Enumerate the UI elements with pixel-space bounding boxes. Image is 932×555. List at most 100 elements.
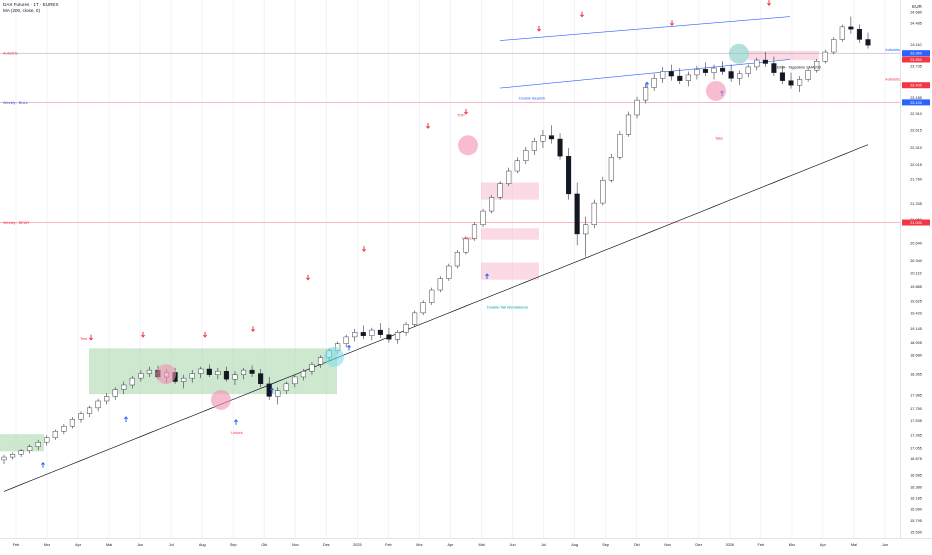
candle-body (52, 431, 58, 438)
annotation-label: Unlock (231, 431, 243, 435)
x-tick-label: Mai (851, 543, 857, 547)
candle-body (146, 369, 152, 374)
candle-body (18, 450, 24, 455)
y-axis-ticks: 24.68024.48524.11023.73523.42023.18522.9… (910, 11, 922, 535)
candle-body (352, 332, 358, 338)
y-tick-label: 15.990 (910, 508, 922, 512)
candle-body (386, 334, 392, 340)
candle-body (292, 376, 298, 385)
candle-body (489, 197, 495, 212)
y-tick-label: 20.640 (910, 242, 922, 246)
annotation-label: Aufwärts (885, 48, 900, 52)
candle-body (35, 441, 41, 447)
chart-header: DAX Futures · 1T · EUREX MA (200, close,… (3, 2, 59, 14)
candle-body (360, 332, 366, 336)
candle-body (754, 59, 760, 68)
candle-body (660, 71, 666, 79)
candle-body (762, 59, 768, 64)
zone (481, 228, 539, 240)
y-tick-label: 17.055 (910, 447, 922, 451)
y-tick-label: 23.735 (910, 65, 922, 69)
x-tick-label: Mai (478, 543, 484, 547)
x-tick-label: Jun (137, 543, 143, 547)
y-tick-label: 17.535 (910, 419, 922, 423)
candle-body (454, 252, 460, 267)
candle-body (617, 134, 623, 158)
x-tick-label: Feb (13, 543, 20, 547)
candle-body (608, 157, 614, 181)
price-label-box (902, 82, 930, 89)
candle-body (583, 224, 589, 235)
x-tick-label: Feb (758, 543, 765, 547)
y-tick-label: 19.145 (910, 327, 922, 331)
candle-body (258, 373, 264, 385)
candle-body (275, 390, 281, 397)
candle-body (283, 383, 289, 391)
x-tick-label: Mrz (789, 543, 795, 547)
time-axis[interactable] (0, 538, 932, 550)
y-tick-label: 16.585 (910, 474, 922, 478)
highlight-circle (324, 346, 344, 367)
candle-body (771, 63, 777, 73)
price-label-box (902, 99, 930, 106)
candle-body (377, 329, 383, 335)
x-tick-label: Jun (509, 543, 515, 547)
zone (481, 262, 539, 280)
price-label-text: 23.850 (910, 58, 922, 62)
candle-body (574, 193, 580, 235)
candle-body (788, 80, 794, 86)
x-tick-label: Aug (571, 543, 578, 547)
candle-body (685, 74, 691, 81)
candle-body (668, 71, 674, 77)
price-label-box (902, 56, 930, 63)
markers (41, 0, 771, 468)
candle-body (634, 99, 640, 116)
candle-body (745, 66, 751, 74)
candle-body (831, 39, 837, 53)
candle-body (446, 265, 452, 279)
candle-body (471, 224, 478, 239)
candle-body (797, 79, 803, 86)
candle-body (779, 72, 786, 81)
x-tick-label: Okt (634, 543, 641, 547)
candle-body (189, 373, 195, 379)
y-tick-label: 23.185 (910, 96, 922, 100)
annotation-label: TOP (457, 114, 465, 118)
y-tick-label: 17.750 (910, 407, 922, 411)
ma-line (3, 144, 869, 492)
candle-body (215, 371, 221, 375)
x-tick-label: Okt (261, 543, 268, 547)
arrow-down-icon (306, 274, 310, 281)
candle-body (232, 374, 238, 380)
candle-body (814, 60, 820, 71)
y-tick-label: 19.420 (910, 311, 922, 315)
zone (748, 50, 819, 61)
x-tick-label: Sep (602, 543, 609, 547)
arrow-down-icon (362, 246, 366, 252)
candle-body (497, 183, 503, 198)
level-label: Aufwärts (3, 52, 18, 56)
annotation-label: Double-Tall Wendekerze (487, 305, 528, 309)
annotations: Test Unlock TOP Unlock Double-Tall Wendekerz… (80, 48, 900, 435)
price-labels: 23.960 23.850 23.400 23.100 21.000 (902, 50, 930, 226)
x-tick-label: Dez (695, 543, 702, 547)
x-tick-label: Jul (541, 543, 546, 547)
highlight-circle (729, 43, 749, 64)
price-label-text: 23.400 (910, 84, 922, 88)
candle-body (856, 28, 862, 40)
candle-body (540, 135, 546, 142)
y-tick-label: 16.875 (910, 457, 922, 461)
price-axis[interactable] (900, 0, 932, 538)
candle-body (651, 78, 657, 88)
arrow-up-icon (124, 416, 128, 423)
candle-body (591, 202, 597, 226)
y-tick-label: 16.185 (910, 496, 922, 500)
candle-body (104, 396, 110, 402)
arrow-down-icon (580, 11, 584, 18)
arrow-up-icon (234, 419, 238, 425)
zone (481, 182, 539, 200)
x-tick-label: 2025 (353, 543, 361, 547)
candle-body (737, 73, 743, 79)
